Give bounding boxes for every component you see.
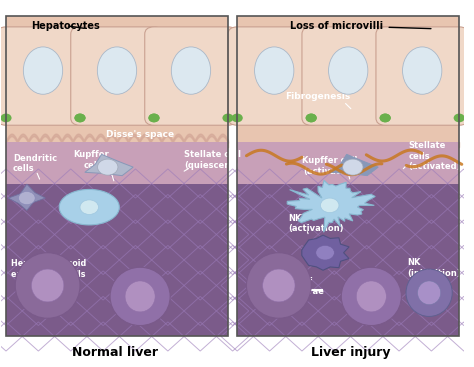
Ellipse shape (418, 281, 441, 305)
Ellipse shape (110, 267, 170, 326)
FancyBboxPatch shape (71, 27, 163, 125)
Ellipse shape (406, 269, 452, 316)
Ellipse shape (255, 47, 294, 94)
Bar (6, 16, 228, 337)
Circle shape (222, 113, 234, 122)
Circle shape (380, 113, 391, 122)
Polygon shape (287, 180, 375, 232)
Ellipse shape (328, 47, 368, 94)
Ellipse shape (341, 267, 401, 326)
Text: Loss of microvilli: Loss of microvilli (291, 21, 431, 31)
Bar (237, 142, 459, 184)
Ellipse shape (246, 253, 311, 318)
Circle shape (343, 159, 363, 175)
Text: Loss of
fenestrae: Loss of fenestrae (279, 276, 325, 296)
Ellipse shape (125, 281, 155, 312)
Circle shape (306, 113, 317, 122)
Circle shape (18, 192, 35, 205)
Bar (237, 16, 459, 337)
Circle shape (454, 113, 465, 122)
Ellipse shape (15, 253, 80, 318)
FancyBboxPatch shape (145, 27, 237, 125)
Text: Kupffer cell
(activated): Kupffer cell (activated) (302, 156, 357, 176)
FancyBboxPatch shape (0, 27, 89, 125)
Circle shape (74, 113, 85, 122)
Ellipse shape (23, 47, 63, 94)
Bar (6, 16, 228, 147)
Ellipse shape (402, 47, 442, 94)
Circle shape (320, 198, 339, 212)
Polygon shape (59, 189, 119, 225)
FancyBboxPatch shape (228, 27, 320, 125)
Polygon shape (330, 155, 378, 176)
Circle shape (80, 200, 99, 214)
Circle shape (0, 113, 11, 122)
Polygon shape (85, 155, 133, 176)
FancyBboxPatch shape (302, 27, 394, 125)
Circle shape (306, 113, 317, 122)
Text: NKT
(activation): NKT (activation) (288, 214, 344, 233)
Bar (237, 182, 459, 337)
Text: Normal liver: Normal liver (72, 346, 158, 359)
Bar (6, 182, 228, 337)
Text: Dendritic
cells: Dendritic cells (13, 154, 57, 173)
Circle shape (148, 113, 160, 122)
FancyBboxPatch shape (376, 27, 468, 125)
Circle shape (74, 113, 85, 122)
Text: Liver injury: Liver injury (311, 346, 390, 359)
Text: Hepatocytes: Hepatocytes (31, 21, 100, 31)
Text: Disse's space: Disse's space (106, 130, 174, 139)
Circle shape (148, 113, 160, 122)
Ellipse shape (31, 269, 64, 302)
Circle shape (232, 113, 243, 122)
Circle shape (316, 246, 334, 260)
Text: Stellate
cells
(activated): Stellate cells (activated) (408, 141, 461, 171)
Text: Fibrogenesis: Fibrogenesis (285, 92, 351, 101)
Ellipse shape (97, 47, 137, 94)
Bar (6, 142, 228, 184)
Polygon shape (302, 235, 349, 270)
Text: Hepatic sinusoid
endothelial cells: Hepatic sinusoid endothelial cells (10, 259, 86, 279)
Bar (237, 16, 459, 147)
Text: NK
(inhibition): NK (inhibition) (407, 258, 461, 278)
Ellipse shape (171, 47, 210, 94)
Ellipse shape (356, 281, 386, 312)
Ellipse shape (263, 269, 295, 302)
Text: Stellate cell
(quiescent): Stellate cell (quiescent) (184, 150, 241, 170)
Circle shape (98, 159, 118, 175)
Text: Kupffer
cell: Kupffer cell (73, 150, 109, 170)
Polygon shape (9, 184, 46, 210)
Circle shape (380, 113, 391, 122)
